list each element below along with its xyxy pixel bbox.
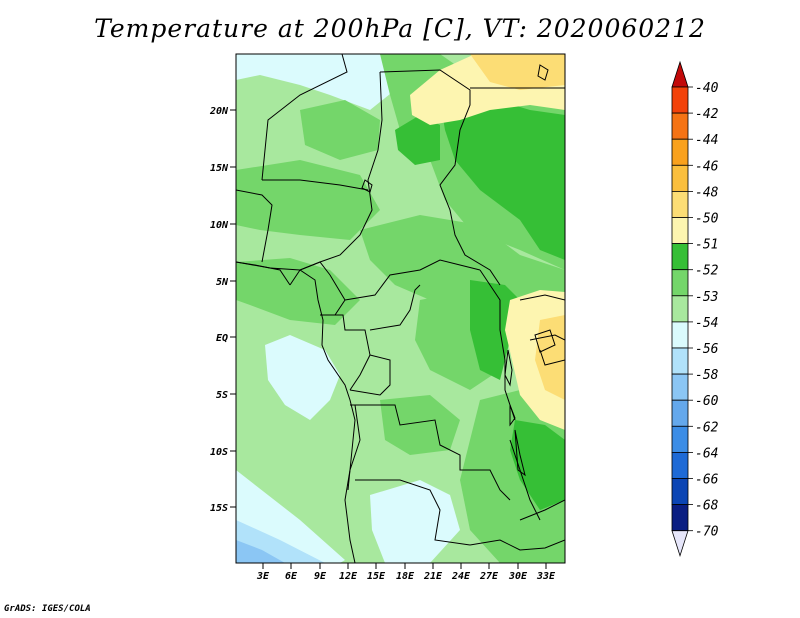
lon-label: 24E bbox=[451, 571, 471, 582]
latitude-axis: 20N 15N 10N 5N EQ 5S 10S 15S bbox=[209, 106, 236, 514]
colorbar-swatch bbox=[671, 451, 689, 479]
lon-label: 33E bbox=[536, 571, 556, 582]
colorbar-swatch bbox=[671, 478, 689, 506]
colorbar-label: -53 bbox=[695, 290, 718, 305]
colorbar-label: -40 bbox=[695, 81, 719, 96]
lon-label: 21E bbox=[423, 571, 443, 582]
lon-label: 9E bbox=[314, 571, 327, 582]
colorbar-label: -54 bbox=[695, 316, 718, 331]
lon-label: 6E bbox=[285, 571, 298, 582]
colorbar-label: -51 bbox=[695, 238, 718, 253]
colorbar-label: -70 bbox=[695, 525, 719, 540]
lat-label: 15N bbox=[210, 163, 229, 174]
colorbar-swatch bbox=[671, 504, 689, 532]
lat-label: 20N bbox=[209, 106, 229, 117]
colorbar-swatch bbox=[671, 86, 689, 114]
colorbar-label: -42 bbox=[695, 107, 719, 122]
lon-label: 3E bbox=[256, 571, 270, 582]
map-frame bbox=[235, 53, 566, 564]
lon-label: 15E bbox=[367, 571, 386, 582]
colorbar-label: -44 bbox=[695, 133, 718, 148]
colorbar-top-arrow bbox=[671, 60, 689, 88]
colorbar-swatch bbox=[671, 425, 689, 453]
colorbar-label: -66 bbox=[695, 473, 719, 488]
colorbar-swatch bbox=[671, 373, 689, 401]
colorbar-swatch bbox=[671, 164, 689, 192]
colorbar-label: -64 bbox=[695, 446, 718, 461]
lon-label: 27E bbox=[479, 571, 499, 582]
lat-label: 15S bbox=[210, 503, 228, 514]
colorbar-label: -52 bbox=[695, 264, 719, 279]
lat-label: EQ bbox=[216, 333, 228, 344]
longitude-axis: 3E 6E 9E 12E 15E 18E 21E 24E 27E 30E 33E bbox=[256, 563, 556, 582]
colorbar-swatch bbox=[671, 138, 689, 166]
colorbar-label: -58 bbox=[695, 368, 719, 383]
colorbar-swatch bbox=[671, 112, 689, 140]
colorbar-swatch bbox=[671, 321, 689, 349]
colorbar-label: -50 bbox=[695, 212, 719, 227]
colorbar-swatch bbox=[671, 243, 689, 271]
colorbar-bottom-arrow bbox=[671, 530, 689, 558]
lat-label: 10N bbox=[210, 220, 229, 231]
colorbar-label: -60 bbox=[695, 394, 719, 409]
colorbar-label: -48 bbox=[695, 185, 719, 200]
colorbar-swatch bbox=[671, 190, 689, 218]
colorbar-label: -68 bbox=[695, 499, 719, 514]
lat-label: 5S bbox=[216, 390, 228, 401]
colorbar-swatch bbox=[671, 399, 689, 427]
lon-label: 18E bbox=[396, 571, 415, 582]
colorbar-label: -62 bbox=[695, 420, 719, 435]
colorbar-swatch bbox=[671, 295, 689, 323]
lon-label: 12E bbox=[339, 571, 358, 582]
map-title: Temperature at 200hPa [C], VT: 202006021… bbox=[94, 14, 706, 43]
country-borders bbox=[236, 54, 565, 563]
colorbar-label: -56 bbox=[695, 342, 719, 357]
colorbar-swatch bbox=[671, 217, 689, 245]
lon-label: 30E bbox=[508, 571, 528, 582]
grads-credit: GrADS: IGES/COLA bbox=[4, 604, 91, 614]
colorbar-label: -46 bbox=[695, 159, 719, 174]
colorbar-swatch bbox=[671, 347, 689, 375]
lat-label: 10S bbox=[210, 447, 228, 458]
lat-label: 5N bbox=[216, 277, 229, 288]
colorbar: -40 -42 -44 -46 -48 -50 -51 -52 -53 -54 -56 -58 -60 -… bbox=[671, 60, 719, 558]
temperature-field bbox=[236, 54, 565, 563]
colorbar-swatch bbox=[671, 269, 689, 297]
